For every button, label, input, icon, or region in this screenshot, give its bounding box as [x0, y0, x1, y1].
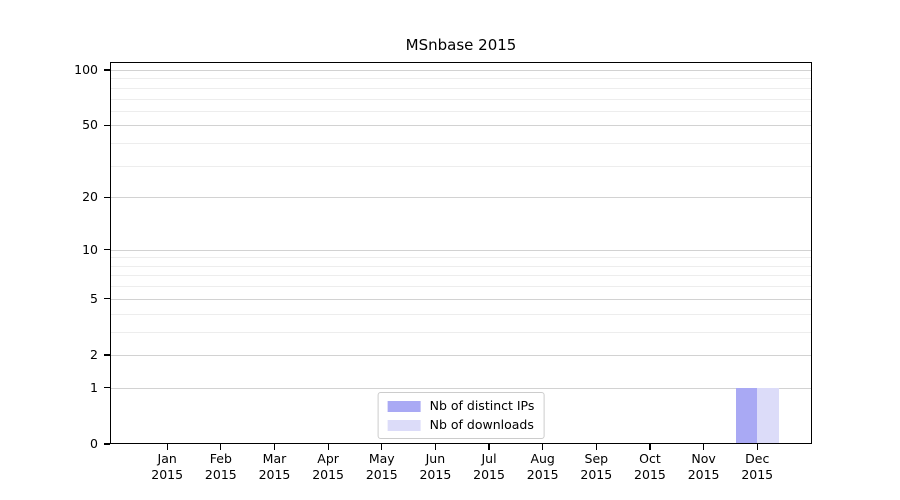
- y-tick-label: 1: [90, 379, 98, 395]
- bar-dec: [757, 387, 779, 444]
- y-tick-label: 5: [90, 290, 98, 306]
- gridline-major: [110, 298, 812, 300]
- y-tick-label: 0: [90, 436, 98, 451]
- legend: Nb of distinct IPs Nb of downloads: [377, 392, 545, 439]
- y-tick-mark: [104, 249, 110, 251]
- gridline-major: [110, 249, 812, 251]
- gridline-minor: [110, 98, 812, 100]
- x-tick-year: 2015: [526, 467, 559, 482]
- gridline-major: [110, 70, 812, 71]
- x-tick-label: Jul 2015: [459, 451, 519, 483]
- x-tick-label: Mar 2015: [244, 451, 304, 483]
- legend-swatch: [387, 419, 421, 431]
- x-tick-month: Jun: [425, 451, 446, 466]
- y-tick-mark: [104, 69, 110, 71]
- x-tick-label: Jan 2015: [137, 451, 197, 483]
- x-tick-year: 2015: [365, 467, 398, 482]
- x-tick-year: 2015: [687, 467, 720, 482]
- legend-label: Nb of distinct IPs: [429, 398, 535, 413]
- gridline-major: [110, 197, 812, 199]
- x-tick-month: Oct: [639, 451, 661, 466]
- x-tick-month: Sep: [584, 451, 609, 466]
- x-tick-month: Feb: [209, 451, 232, 466]
- gridline-minor: [110, 331, 812, 333]
- x-tick-mark: [273, 444, 276, 450]
- x-tick-month: Nov: [691, 451, 716, 466]
- y-tick-label: 10: [82, 241, 98, 257]
- x-tick-mark: [542, 444, 544, 450]
- y-tick-label: 2: [90, 346, 98, 362]
- x-tick-month: Jul: [481, 451, 497, 466]
- x-tick-year: 2015: [634, 467, 666, 482]
- gridline-major: [110, 354, 812, 356]
- y-tick-mark: [104, 354, 110, 356]
- y-tick-mark: [104, 124, 110, 126]
- plot-area: Nb of distinct IPs Nb of downloads: [110, 62, 812, 444]
- chart-title: MSnbase 2015: [405, 36, 517, 54]
- legend-row: Nb of distinct IPs: [387, 398, 535, 413]
- bar-dec: [735, 387, 758, 444]
- x-tick-label: Sep 2015: [566, 451, 626, 483]
- y-tick-mark: [104, 387, 110, 389]
- x-tick-month: Aug: [530, 451, 555, 466]
- x-tick-year: 2015: [419, 467, 452, 482]
- gridline-major: [110, 125, 812, 127]
- y-tick-label: 20: [82, 189, 98, 205]
- x-tick-year: 2015: [473, 467, 505, 482]
- y-tick-mark: [104, 298, 110, 300]
- x-tick-mark: [327, 444, 329, 450]
- x-tick-mark: [381, 444, 383, 450]
- gridline-minor: [110, 313, 812, 315]
- x-tick-month: Dec: [745, 451, 770, 466]
- x-tick-mark: [595, 444, 597, 450]
- x-tick-year: 2015: [258, 467, 291, 482]
- x-tick-label: Jun 2015: [405, 451, 465, 483]
- legend-label: Nb of downloads: [429, 417, 534, 432]
- legend-swatch: [387, 400, 421, 412]
- gridline-minor: [110, 286, 812, 288]
- x-tick-month: Apr: [317, 451, 339, 466]
- x-tick-label: May 2015: [352, 451, 412, 483]
- y-tick-label: 50: [82, 117, 98, 133]
- x-tick-year: 2015: [312, 467, 345, 482]
- x-tick-month: Mar: [262, 451, 287, 466]
- y-tick-mark: [104, 196, 110, 198]
- gridline-minor: [110, 87, 812, 89]
- x-tick-label: Nov 2015: [674, 451, 734, 483]
- legend-row: Nb of downloads: [387, 417, 535, 432]
- gridline-minor: [110, 257, 812, 259]
- x-tick-year: 2015: [204, 467, 237, 482]
- x-tick-mark: [434, 444, 436, 450]
- x-tick-year: 2015: [741, 467, 774, 482]
- gridline-minor: [110, 165, 812, 167]
- x-tick-mark: [703, 444, 705, 450]
- gridline-minor: [110, 275, 812, 277]
- x-tick-year: 2015: [580, 467, 613, 482]
- x-tick-mark: [166, 444, 168, 450]
- x-tick-label: Aug 2015: [513, 451, 573, 483]
- x-tick-month: May: [368, 451, 395, 466]
- x-tick-label: Apr 2015: [298, 451, 358, 483]
- x-tick-month: Jan: [157, 451, 177, 466]
- x-tick-label: Feb 2015: [191, 451, 251, 483]
- gridline-minor: [110, 110, 812, 112]
- x-tick-year: 2015: [151, 467, 184, 482]
- y-tick-label: 100: [74, 62, 98, 77]
- x-tick-mark: [756, 444, 758, 450]
- gridline-major: [110, 387, 812, 389]
- gridline-minor: [110, 265, 812, 267]
- x-tick-mark: [649, 444, 651, 450]
- x-tick-mark: [220, 444, 222, 450]
- gridline-minor: [110, 78, 812, 80]
- x-tick-label: Oct 2015: [620, 451, 680, 483]
- gridline-minor: [110, 143, 812, 145]
- y-tick-mark: [104, 443, 110, 445]
- x-tick-label: Dec 2015: [727, 451, 787, 483]
- x-tick-mark: [488, 444, 490, 450]
